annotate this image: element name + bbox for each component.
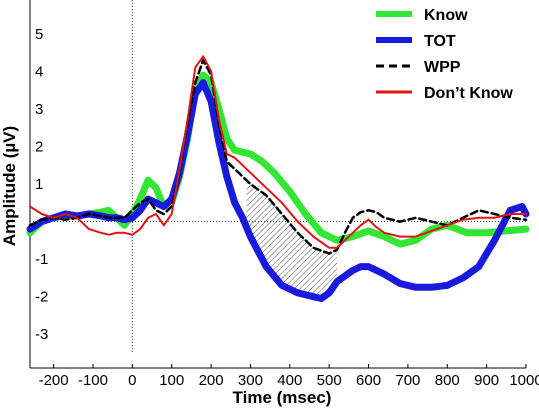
- x-tick-label: 500: [317, 372, 342, 389]
- x-tick-label: 0: [128, 372, 136, 389]
- x-tick-label: 300: [238, 372, 263, 389]
- series-line-wpp: [28, 58, 528, 255]
- y-tick-label: 1: [35, 176, 43, 193]
- y-tick-label: -1: [35, 251, 48, 268]
- y-tick-label: 4: [35, 63, 43, 80]
- x-tick-label: -100: [78, 372, 108, 389]
- y-tick-label: 5: [35, 26, 43, 43]
- x-tick-label: 700: [395, 372, 420, 389]
- legend-label: Know: [424, 7, 468, 24]
- legend: Know TOT WPP Don’t Know: [376, 7, 513, 102]
- legend-label: Don’t Know: [424, 85, 513, 102]
- y-tick-label: 2: [35, 138, 43, 155]
- x-tick-label: 1000: [509, 372, 539, 389]
- plot-area: -200 -100 0 100 200 300 400 500 600 700 800 900 1000…: [26, 0, 539, 389]
- x-tick-label: -200: [39, 372, 69, 389]
- y-axis-title: Amplitude (µV): [0, 126, 19, 246]
- x-tick-label: 400: [277, 372, 302, 389]
- x-tick-label: 600: [356, 372, 381, 389]
- x-axis-title: Time (msec): [233, 388, 332, 407]
- x-tick-label: 900: [474, 372, 499, 389]
- x-tick-label: 100: [159, 372, 184, 389]
- series-line-tot: [26, 79, 530, 302]
- legend-label: TOT: [424, 33, 456, 50]
- x-tick-label: 200: [199, 372, 224, 389]
- y-tick-label: -2: [35, 289, 48, 306]
- series-line-know: [26, 71, 530, 248]
- legend-label: WPP: [424, 59, 461, 76]
- x-tick-label: 800: [435, 372, 460, 389]
- series-line-don-t-know: [29, 55, 527, 249]
- y-tick-label: -3: [35, 326, 48, 343]
- y-tick-label: 3: [35, 101, 43, 118]
